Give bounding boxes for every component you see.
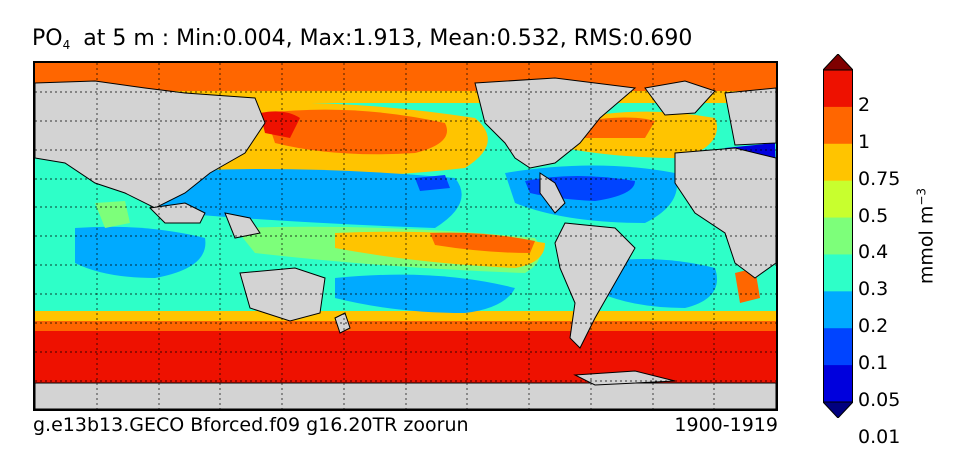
- colorbar-segment: [823, 217, 853, 255]
- north-pacific-gyre: [143, 169, 462, 228]
- south-america: [554, 222, 636, 349]
- colorbar-extend-min: [823, 401, 853, 418]
- title-variable: PO: [32, 26, 63, 51]
- unit-base: mmol m: [915, 205, 938, 285]
- colorbar-segment: [823, 328, 853, 366]
- colorbar-tick-label: 0.2: [858, 315, 889, 338]
- colorbar-segment: [823, 254, 853, 292]
- colorbar-tick-label: 1: [858, 130, 871, 153]
- antarctica: [35, 382, 776, 409]
- unit-exponent: −3: [914, 187, 929, 206]
- colorbar-tick-label: 2: [858, 93, 871, 116]
- australia: [239, 267, 326, 322]
- colorbar-tick-label: 0.05: [858, 389, 901, 411]
- colorbar-segment: [823, 291, 853, 329]
- asia: [35, 80, 266, 209]
- colorbar-tick-label: 0.75: [858, 167, 901, 190]
- north-america: [474, 77, 637, 169]
- europe: [724, 87, 776, 146]
- run-name: g.e13b13.GECO Bforced.f09 g16.20TR zooru…: [33, 414, 469, 436]
- colorbar-segment: [823, 106, 853, 145]
- title-variable-subscript: 4: [62, 38, 71, 52]
- colorbar-segment: [823, 143, 853, 182]
- map-graphic: [35, 63, 776, 409]
- colorbar: [823, 54, 853, 418]
- eq-pacific-upwelling: [430, 232, 535, 253]
- africa: [674, 147, 776, 279]
- colorbar-unit-label: mmol m−3: [914, 188, 937, 284]
- indian-ocean-gyre: [75, 226, 206, 278]
- colorbar-segment: [823, 365, 853, 403]
- colorbar-tick-label: 0.5: [858, 204, 889, 227]
- colorbar-tick-label: 0.4: [858, 241, 889, 264]
- land-masses: [35, 77, 776, 409]
- plot-title: PO4 at 5 m : Min:0.004, Max:1.913, Mean:…: [32, 26, 692, 52]
- colorbar-extend-max: [823, 54, 853, 71]
- time-period: 1900-1919: [674, 414, 778, 436]
- colorbar-tick-label: 0.3: [858, 278, 889, 301]
- okhotsk-hotspot: [260, 111, 300, 138]
- south-atlantic-gyre: [595, 259, 717, 308]
- graticule: [35, 63, 776, 409]
- ocean-map: [33, 61, 778, 411]
- title-stats: at 5 m : Min:0.004, Max:1.913, Mean:0.53…: [83, 26, 693, 51]
- colorbar-tick-label: 0.1: [858, 352, 889, 375]
- colorbar-segment: [823, 70, 853, 108]
- greenland: [644, 80, 716, 116]
- colorbar-segment: [823, 180, 853, 219]
- colorbar-tick-label: 0.01: [858, 425, 901, 448]
